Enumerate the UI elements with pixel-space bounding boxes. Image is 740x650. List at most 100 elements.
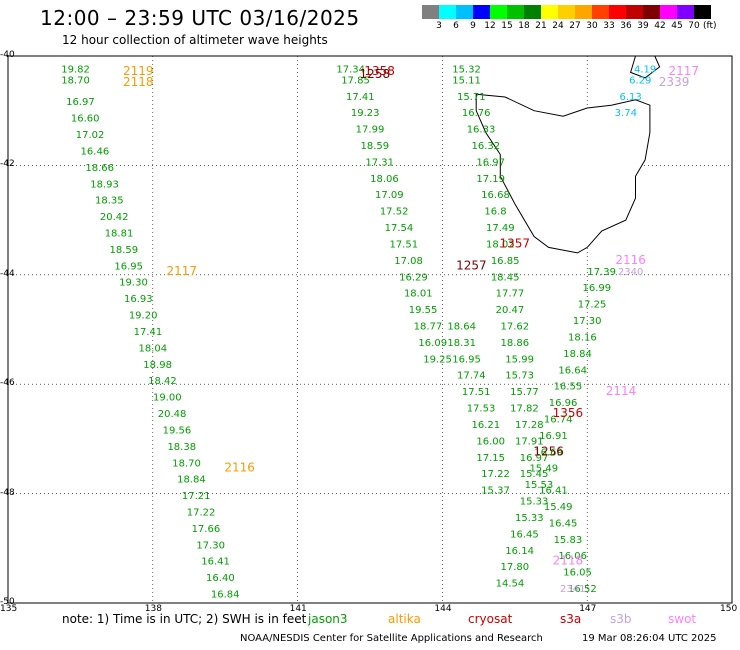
pass-number-label: 1257 bbox=[456, 258, 487, 272]
legend-swatch bbox=[643, 5, 660, 19]
wave-height-value: 18.66 bbox=[85, 163, 114, 174]
wave-height-value: 16.60 bbox=[71, 114, 100, 125]
legend-swatch bbox=[473, 5, 490, 19]
legend-value: 39 bbox=[637, 21, 649, 31]
wave-height-value: 20.42 bbox=[100, 212, 129, 223]
wave-height-value: 18.86 bbox=[500, 338, 529, 349]
wave-height-value: 18.98 bbox=[143, 360, 172, 371]
wave-height-value: 19.20 bbox=[129, 311, 158, 322]
satellite-swot: swot bbox=[668, 612, 697, 626]
wave-height-value: 17.51 bbox=[462, 387, 491, 398]
wave-height-value: 15.71 bbox=[457, 92, 486, 103]
wave-height-value: 16.05 bbox=[563, 568, 592, 579]
pass-number-label: 2339 bbox=[659, 75, 690, 89]
coastline-tasmania bbox=[475, 55, 661, 254]
wave-height-value: 18.45 bbox=[491, 272, 520, 283]
legend-value: 15 bbox=[501, 21, 513, 31]
satellite-altika: altika bbox=[388, 612, 421, 626]
wave-height-value: 20.48 bbox=[158, 409, 187, 420]
legend-swatch bbox=[694, 5, 711, 19]
wave-height-value: 18.38 bbox=[167, 442, 196, 453]
wave-height-value: 15.45 bbox=[520, 469, 549, 480]
wave-height-value: 17.41 bbox=[346, 92, 375, 103]
wave-height-value: 16.06 bbox=[558, 551, 587, 562]
legend-swatch bbox=[456, 5, 473, 19]
wave-height-value: 16.29 bbox=[399, 272, 428, 283]
wave-height-value: 16.09 bbox=[418, 338, 447, 349]
wave-height-value: 16.52 bbox=[568, 584, 597, 595]
plot-frame bbox=[7, 55, 733, 604]
wave-height-value: 17.49 bbox=[486, 223, 515, 234]
wave-height-value: 15.37 bbox=[481, 486, 510, 497]
wave-height-value: 16.76 bbox=[462, 108, 491, 119]
pass-number-label: 2116 bbox=[224, 461, 255, 475]
legend-swatch bbox=[609, 5, 626, 19]
wave-height-value: 16.97 bbox=[476, 157, 505, 168]
pass-labels: 2119 135813571257135612562117233921162118… bbox=[123, 64, 699, 568]
wave-height-value: 16.41 bbox=[539, 486, 568, 497]
wave-height-value: 16.00 bbox=[476, 436, 505, 447]
wave-height-value: 19.23 bbox=[351, 108, 380, 119]
wave-height-value: 16.97 bbox=[520, 453, 549, 464]
wave-height-value: 16.97 bbox=[66, 97, 95, 108]
wave-height-value: 17.62 bbox=[500, 322, 529, 333]
wave-height-value: 17.02 bbox=[76, 130, 105, 141]
wave-height-value: 16.99 bbox=[583, 283, 612, 294]
wave-height-value: 17.30 bbox=[196, 540, 225, 551]
generated-timestamp: 19 Mar 08:26:04 UTC 2025 bbox=[582, 633, 717, 644]
pass-number-label: 2117 bbox=[668, 64, 699, 78]
wave-height-value: 16.91 bbox=[539, 431, 568, 442]
wave-height-value: 18.59 bbox=[110, 245, 139, 256]
wave-height-value: 17.08 bbox=[394, 256, 423, 267]
lon-tick-138: 138 bbox=[144, 604, 162, 614]
wave-height-value: 17.28 bbox=[515, 420, 544, 431]
pass-number-label: 2116 bbox=[615, 253, 646, 267]
grid-lines bbox=[8, 56, 732, 603]
lat-tick--44: -44 bbox=[0, 268, 15, 279]
wave-height-value: 19.30 bbox=[119, 278, 148, 289]
legend-swatch bbox=[558, 5, 575, 19]
wave-height-value: 18.93 bbox=[90, 179, 119, 190]
wave-height-value: 18.06 bbox=[370, 174, 399, 185]
pass-number-label: 2119 bbox=[123, 64, 154, 78]
wave-height-value: 2340 bbox=[618, 267, 643, 278]
legend-value: 36 bbox=[620, 21, 632, 31]
pass-number-label: 2117 bbox=[166, 264, 197, 278]
wave-height-value: 17.52 bbox=[380, 207, 409, 218]
wave-height-value: 15.73 bbox=[505, 371, 534, 382]
wave-height-value: 16.8 bbox=[484, 207, 506, 218]
wave-height-value: 16.68 bbox=[481, 190, 510, 201]
wave-height-labels: 19.8218.7016.9716.6017.0216.4618.6618.93… bbox=[61, 64, 656, 600]
footnote: note: 1) Time is in UTC; 2) SWH is in fe… bbox=[62, 612, 307, 626]
wave-height-value: 19.56 bbox=[163, 425, 192, 436]
legend-swatch bbox=[592, 5, 609, 19]
wave-height-value: 16.45 bbox=[510, 529, 539, 540]
legend-value: 21 bbox=[535, 21, 547, 31]
satellite-cryosat: cryosat bbox=[468, 612, 513, 626]
lat-tick--48: -48 bbox=[0, 487, 15, 498]
wave-height-value: 3.74 bbox=[615, 108, 637, 119]
wave-height-value: 17.41 bbox=[134, 327, 163, 338]
tasmania-coastline bbox=[475, 93, 651, 254]
wave-height-value: 17.22 bbox=[187, 507, 216, 518]
wave-height-value: 15.11 bbox=[452, 75, 481, 86]
legend-swatch bbox=[626, 5, 643, 19]
wave-height-value: 17.91 bbox=[515, 436, 544, 447]
wave-height-value: 18.84 bbox=[563, 349, 592, 360]
wave-height-value: 19.25 bbox=[423, 354, 452, 365]
wave-height-value: 16.45 bbox=[549, 518, 578, 529]
lat-tick--50: -50 bbox=[0, 597, 15, 607]
wave-height-value: 17.66 bbox=[192, 524, 221, 535]
lon-tick-135: 135 bbox=[0, 604, 18, 614]
wave-height-value: 17.82 bbox=[510, 404, 539, 415]
wave-height-value: 15.49 bbox=[544, 502, 573, 513]
wave-height-value: 17.22 bbox=[481, 469, 510, 480]
wave-height-value: 16.32 bbox=[472, 141, 501, 152]
wave-height-value: 18.35 bbox=[95, 196, 124, 207]
wave-height-value: 16.96 bbox=[549, 398, 578, 409]
wave-height-value: 16.21 bbox=[472, 420, 501, 431]
wave-height-value: 18.16 bbox=[568, 332, 597, 343]
wave-height-value: 18.04 bbox=[138, 343, 167, 354]
page-subtitle: 12 hour collection of altimeter wave hei… bbox=[62, 33, 328, 47]
